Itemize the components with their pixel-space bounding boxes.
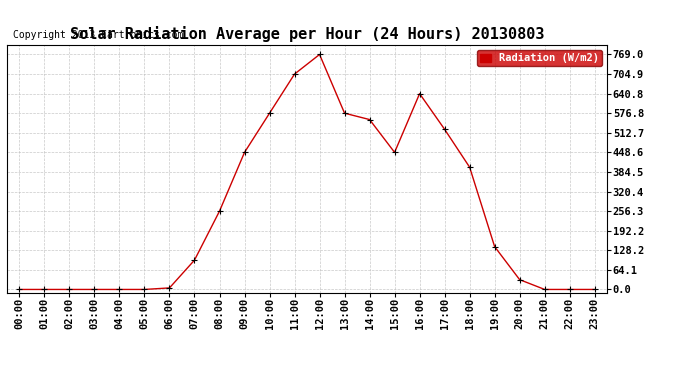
Title: Solar Radiation Average per Hour (24 Hours) 20130803: Solar Radiation Average per Hour (24 Hou… xyxy=(70,27,544,42)
Legend: Radiation (W/m2): Radiation (W/m2) xyxy=(477,50,602,66)
Text: Copyright 2013 Cartronics.com: Copyright 2013 Cartronics.com xyxy=(13,30,184,40)
